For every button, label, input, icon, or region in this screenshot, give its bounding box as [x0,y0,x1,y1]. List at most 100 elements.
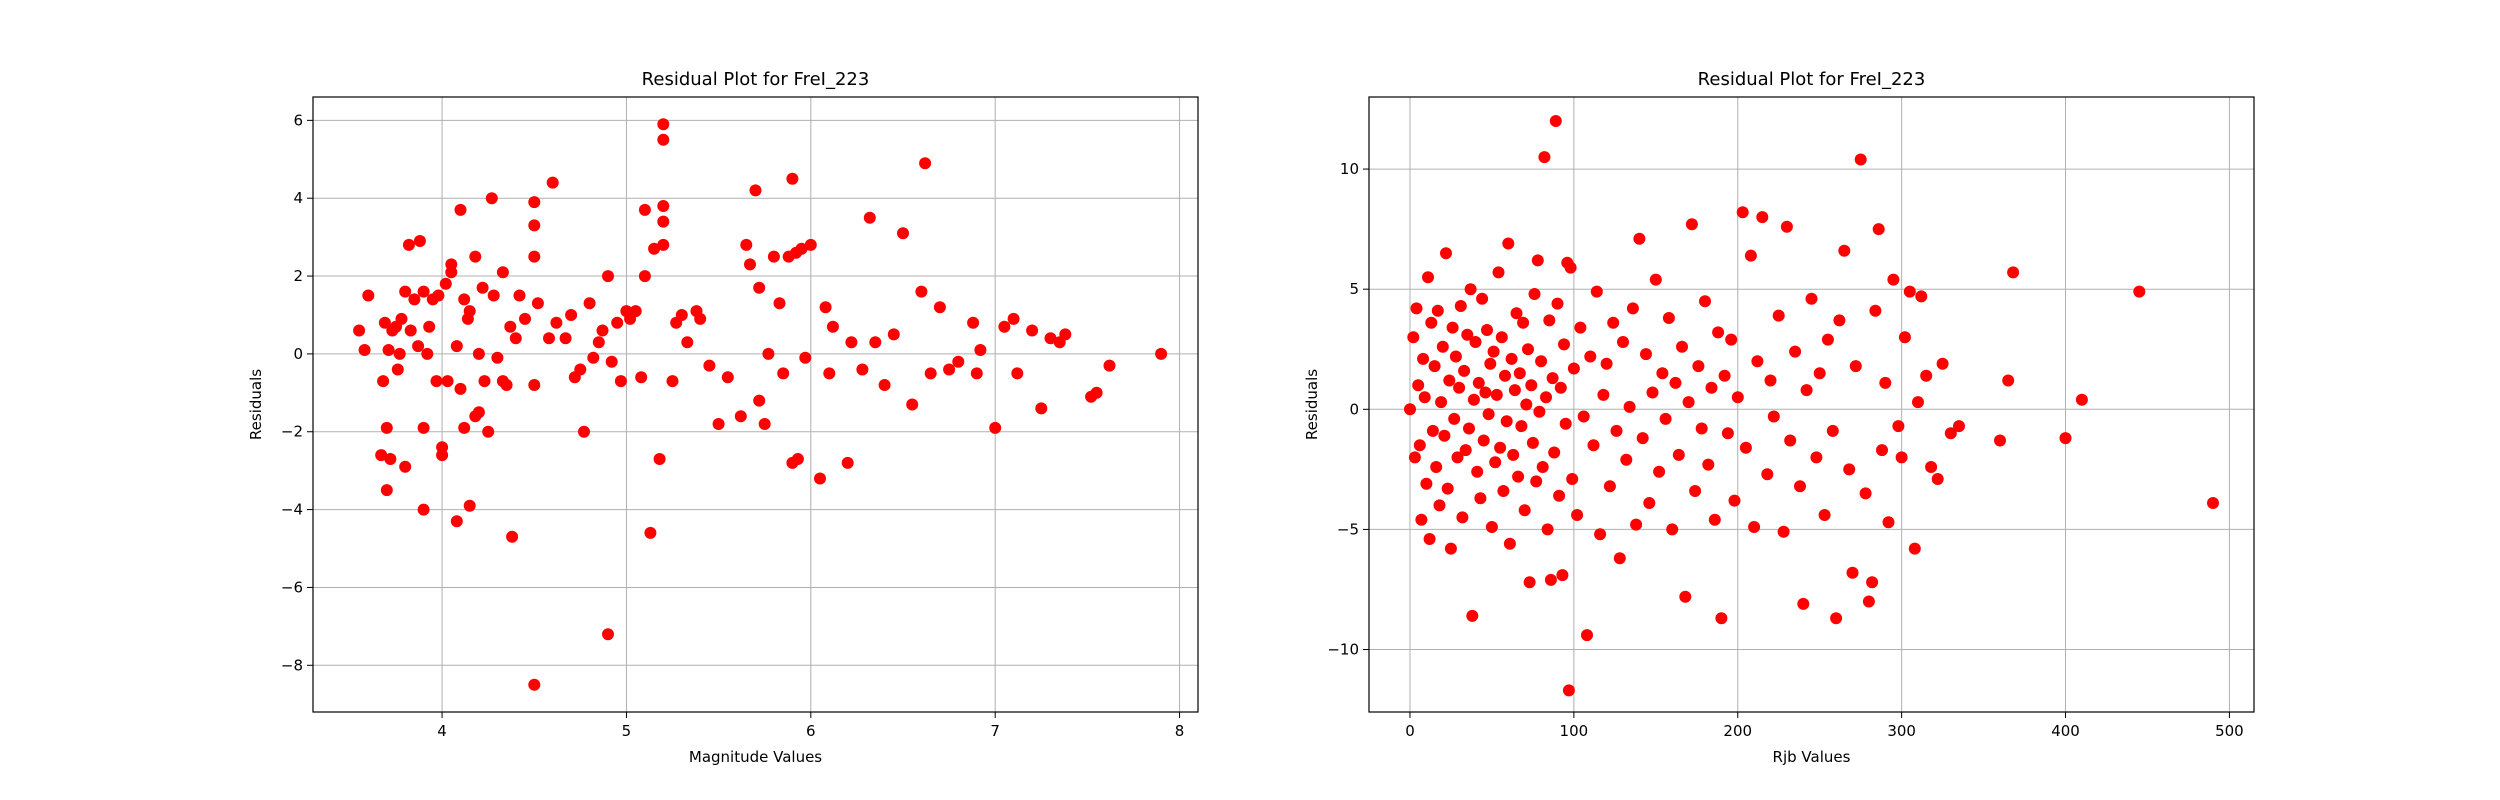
data-point [804,238,817,251]
data-point [1953,420,1965,433]
y-tick-label: 4 [293,189,303,207]
data-point [1633,232,1646,245]
x-tick-label: 4 [437,722,447,740]
data-point [1761,468,1774,481]
data-point [1736,206,1749,219]
data-point [1418,391,1431,404]
data-point [952,355,965,368]
data-point [974,344,987,356]
data-point [1613,552,1626,565]
data-point [1859,487,1872,500]
y-axis-label: Residuals [1303,369,1321,440]
data-point [919,157,932,170]
axes: 4 5 6 7 8 −8 −6 −4 −2 0 2 4 6 [281,96,1199,740]
data-point [1777,525,1790,538]
data-point [1587,439,1600,452]
data-point [1422,271,1434,284]
data-point [1872,223,1885,236]
data-point [2007,266,2020,279]
data-point [712,418,725,430]
data-point [528,379,541,391]
data-point [1492,266,1505,279]
x-tick-label: 7 [990,722,1000,740]
data-point [703,359,716,372]
data-point [1525,379,1538,392]
data-point [1472,376,1485,389]
data-point [943,363,956,376]
data-point [1417,352,1430,365]
data-point [1420,477,1433,490]
data-point [644,526,657,539]
data-point [1936,357,1949,370]
data-point [1566,473,1579,485]
data-point [1994,434,2006,447]
data-point [1915,290,1928,303]
data-point [1548,446,1561,459]
data-point [1044,332,1057,345]
data-point [744,258,756,271]
data-point [629,305,642,318]
data-point [1469,336,1482,348]
data-point [423,320,436,333]
y-tick-label: 10 [1340,160,1359,178]
data-point [1540,391,1552,404]
data-point [1523,576,1536,589]
data-point [1869,304,1882,317]
data-point [915,285,928,298]
data-point [1546,372,1559,385]
data-point [1459,444,1472,457]
data-point [587,351,600,364]
data-point [1567,362,1580,375]
data-point [485,192,498,205]
data-point [1731,391,1744,404]
data-point [614,375,627,388]
data-point [1843,463,1856,476]
data-point [681,336,694,349]
data-point [1805,292,1818,305]
data-point [399,460,412,473]
data-point [1404,403,1416,416]
data-point [1440,247,1452,260]
data-point [666,375,679,388]
data-point [1895,451,1908,464]
data-point [1603,480,1616,493]
data-point [450,515,463,528]
data-point [967,316,980,329]
data-point [1643,497,1656,509]
data-point [1797,597,1810,610]
data-point [1810,451,1823,464]
data-point [1512,470,1525,483]
data-point [1497,485,1510,497]
data-point [1659,412,1672,425]
data-point [546,176,559,189]
data-point [430,375,443,388]
data-point [1756,211,1769,224]
data-point [2075,393,2088,406]
data-point [463,499,476,512]
data-point [1653,465,1666,478]
data-point [1425,316,1438,329]
data-point [1821,333,1834,346]
data-point [1903,285,1916,298]
data-point [496,266,509,279]
data-point [1772,309,1785,322]
data-point [1026,324,1039,337]
data-point [657,200,670,212]
data-point [1708,513,1721,526]
data-point [657,215,670,228]
data-point [1453,381,1466,394]
data-point [924,367,937,380]
y-tick-label: 2 [293,267,303,285]
data-point [1474,492,1487,505]
data-point [1728,494,1741,507]
data-point [1408,451,1421,464]
data-point [1549,115,1562,127]
data-point [450,340,463,353]
data-point [1443,374,1456,387]
data-point [1461,328,1474,341]
data-point [1477,434,1490,447]
data-point [1912,396,1924,409]
data-point [1438,429,1451,442]
data-point [1035,402,1048,415]
data-point [1415,513,1428,526]
